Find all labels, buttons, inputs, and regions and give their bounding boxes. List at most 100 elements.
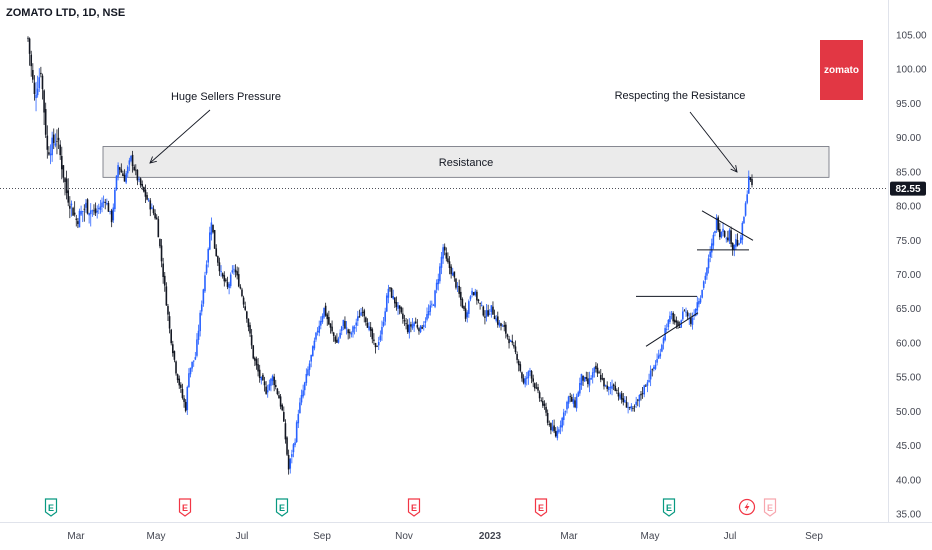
- earnings-badge: [178, 498, 192, 517]
- candle-body: [601, 378, 604, 380]
- candle-body: [484, 316, 486, 318]
- candle-body: [612, 384, 615, 386]
- candle-body: [506, 334, 509, 337]
- candle-body: [611, 385, 613, 389]
- candle-body: [606, 385, 608, 389]
- candle-body: [147, 199, 150, 201]
- candle-body: [617, 392, 620, 397]
- candle-body: [414, 321, 417, 324]
- candle-body: [727, 237, 729, 241]
- triangle-upper-line[interactable]: [701, 210, 754, 241]
- y-tick-label: 90.00: [896, 133, 921, 144]
- candle-body: [369, 326, 372, 331]
- dividend-bolt-icon[interactable]: [738, 498, 756, 516]
- candle-body: [691, 318, 694, 325]
- candle-body: [96, 210, 98, 213]
- candle-body: [702, 281, 705, 288]
- annotation-sellers-pressure[interactable]: Huge Sellers Pressure: [171, 91, 281, 103]
- candle-body: [368, 326, 370, 330]
- candle-body: [508, 338, 510, 344]
- candle-body: [583, 377, 586, 382]
- candle-body: [522, 378, 525, 383]
- candle-body: [643, 385, 646, 395]
- candle-body: [101, 202, 103, 208]
- earnings-icon[interactable]: E: [44, 498, 58, 517]
- earnings-icon[interactable]: E: [275, 498, 289, 517]
- candle-body: [152, 208, 155, 214]
- plot-area[interactable]: [0, 0, 888, 522]
- drawings[interactable]: [149, 109, 754, 347]
- candle-body: [714, 230, 716, 233]
- resistance-rect[interactable]: [102, 146, 830, 178]
- candle-body: [707, 258, 710, 269]
- candle-body: [445, 252, 448, 259]
- arrow-sellers-pressure[interactable]: [149, 109, 211, 164]
- price-axis[interactable]: 35.00 40.00 45.00 50.00 55.00 60.00 65.00 70.00…: [896, 31, 927, 521]
- candle-body: [591, 372, 594, 378]
- flag-trend-line[interactable]: [645, 312, 699, 347]
- resistance-zone[interactable]: Resistance: [102, 146, 830, 178]
- candle-body: [558, 429, 560, 433]
- candle-body: [292, 444, 295, 453]
- candle-body: [196, 339, 198, 356]
- candle-body: [73, 212, 76, 215]
- candle-body: [332, 332, 335, 336]
- earnings-badge: [662, 498, 676, 517]
- candle-body: [262, 374, 264, 381]
- candle-body: [665, 328, 668, 330]
- earnings-letter: E: [538, 503, 544, 513]
- earnings-icon[interactable]: E: [662, 498, 676, 517]
- candle-body: [310, 354, 312, 362]
- candle-body: [99, 206, 102, 210]
- candle-body: [653, 366, 655, 370]
- candle-body: [62, 165, 65, 178]
- candle-body: [432, 305, 435, 306]
- candle-body: [710, 243, 713, 253]
- candle-body: [464, 308, 467, 319]
- earnings-icon[interactable]: E: [534, 498, 548, 517]
- candle-body: [630, 405, 633, 409]
- earnings-icon[interactable]: E: [178, 498, 192, 517]
- candle-body: [110, 210, 113, 223]
- candle-body: [620, 393, 623, 400]
- annotation-respecting-resistance[interactable]: Respecting the Resistance: [615, 90, 746, 102]
- candle-body: [165, 286, 168, 306]
- candle-body: [662, 338, 665, 344]
- candle-body: [283, 412, 285, 422]
- candle-body: [40, 72, 42, 75]
- candle-body: [274, 385, 277, 387]
- candle-body: [205, 264, 208, 274]
- candle-body: [596, 367, 599, 374]
- candle-body: [350, 332, 353, 335]
- candle-body: [670, 313, 673, 315]
- candle-body: [408, 324, 411, 334]
- candle-body: [645, 385, 647, 387]
- candle-body: [429, 305, 432, 312]
- candle-body: [183, 398, 185, 402]
- candle-body: [311, 346, 314, 357]
- earnings-icon[interactable]: E: [763, 498, 777, 517]
- candle-body: [297, 414, 300, 424]
- candle-body: [413, 322, 415, 327]
- candles: [27, 36, 753, 475]
- candle-body: [747, 176, 750, 194]
- candle-body: [65, 178, 68, 194]
- candle-body: [155, 217, 158, 220]
- candle-body: [427, 311, 430, 316]
- candle-body: [744, 203, 747, 216]
- arrow-respecting-resistance[interactable]: [689, 111, 738, 173]
- earnings-icon[interactable]: E: [407, 498, 421, 517]
- earnings-letter: E: [182, 503, 188, 513]
- candle-body: [192, 360, 195, 362]
- time-axis[interactable]: Mar May Jul Sep Nov 2023 Mar May Jul Sep: [67, 531, 823, 542]
- candle-body: [513, 344, 515, 347]
- candle-body: [731, 243, 734, 250]
- candle-body: [173, 351, 176, 360]
- candle-body: [287, 455, 290, 470]
- candle-body: [102, 201, 105, 203]
- candle-body: [538, 392, 541, 399]
- candle-body: [556, 430, 559, 439]
- candle-body: [476, 291, 478, 301]
